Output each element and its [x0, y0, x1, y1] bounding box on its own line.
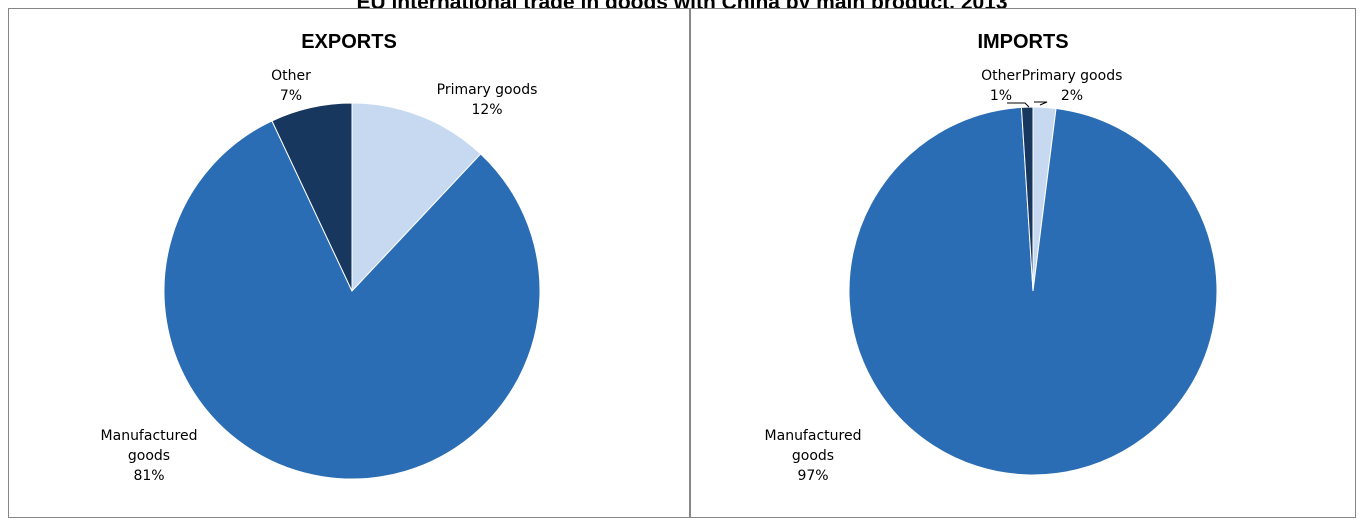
imports-slice-other — [1020, 106, 1034, 292]
exports-chart-panel: EXPORTS Primary goods 12% Manufactured good… — [8, 8, 690, 518]
exports-pie-chart: Primary goods 12% Manufactured goods 81% Othe… — [101, 68, 541, 484]
imports-pie-chart: Primary goods 2% Manufactured goods 97% Other… — [765, 68, 1218, 484]
imports-chart-panel: IMPORTS Primary goods 2% Manufactured goods… — [690, 8, 1356, 518]
imports-slice-manufactured-goods — [848, 106, 1218, 476]
exports-label-manufactured-goods: Manufactured goods 81% — [101, 428, 198, 484]
imports-label-other: Other 1% — [981, 68, 1021, 104]
exports-label-other: Other 7% — [271, 68, 311, 104]
imports-label-primary-goods: Primary goods 2% — [1022, 68, 1123, 104]
exports-slice-manufactured-goods — [163, 120, 541, 480]
imports-chart-title: IMPORTS — [977, 31, 1069, 53]
exports-chart-title: EXPORTS — [301, 31, 397, 53]
imports-label-manufactured-goods: Manufactured goods 97% — [765, 428, 862, 484]
exports-slice-other — [271, 102, 353, 292]
imports-leader-line-other — [1007, 102, 1030, 108]
exports-label-primary-goods: Primary goods 12% — [437, 82, 538, 118]
imports-leader-line-primary-goods — [1034, 101, 1048, 106]
exports-slice-primary-goods — [351, 102, 482, 293]
